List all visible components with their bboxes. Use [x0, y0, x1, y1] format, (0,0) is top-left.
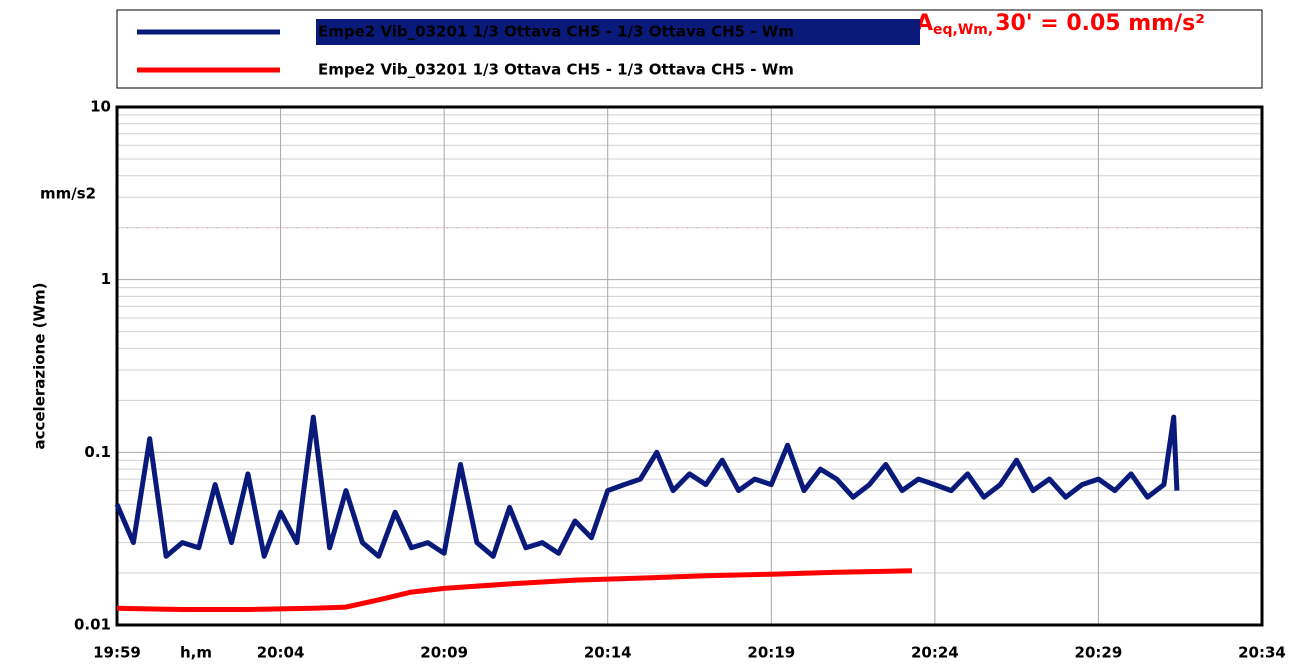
x-tick-label: 20:34 — [1238, 644, 1286, 662]
x-tick-label: 20:14 — [584, 644, 632, 662]
annotation: Aeq,Wm,30' = 0.05 mm/s² — [916, 11, 1205, 38]
y-tick-label: 0.1 — [84, 443, 111, 461]
annotation-text: 30' = 0.05 mm/s² — [995, 11, 1205, 36]
x-tick-label: 20:29 — [1075, 644, 1123, 662]
series-line — [114, 414, 1180, 559]
annotation-symbol: A — [916, 11, 933, 36]
x-tick-label: 20:09 — [420, 644, 468, 662]
x-axis-label: h,m — [180, 644, 212, 662]
series-line — [116, 568, 913, 612]
y-tick-label: 0.01 — [74, 616, 111, 634]
plot-area — [116, 106, 1263, 626]
y-axis-label: accelerazione (Wm) — [31, 282, 49, 449]
y-unit: mm/s2 — [40, 185, 96, 203]
x-tick-label: 20:24 — [911, 644, 959, 662]
x-tick-label: 20:19 — [747, 644, 795, 662]
x-tick-label: 19:59 — [93, 644, 141, 662]
legend-highlight — [316, 19, 920, 45]
y-tick-label: 10 — [90, 98, 111, 116]
x-tick-label: 20:04 — [257, 644, 305, 662]
legend-label: Empe2 Vib_03201 1/3 Ottava CH5 - 1/3 Ott… — [318, 61, 794, 79]
y-tick-label: 1 — [101, 270, 111, 288]
plot-frame — [115, 105, 1264, 627]
annotation-subscript: eq,Wm, — [933, 22, 993, 38]
legend-label: Empe2 Vib_03201 1/3 Ottava CH5 - 1/3 Ott… — [318, 23, 794, 41]
